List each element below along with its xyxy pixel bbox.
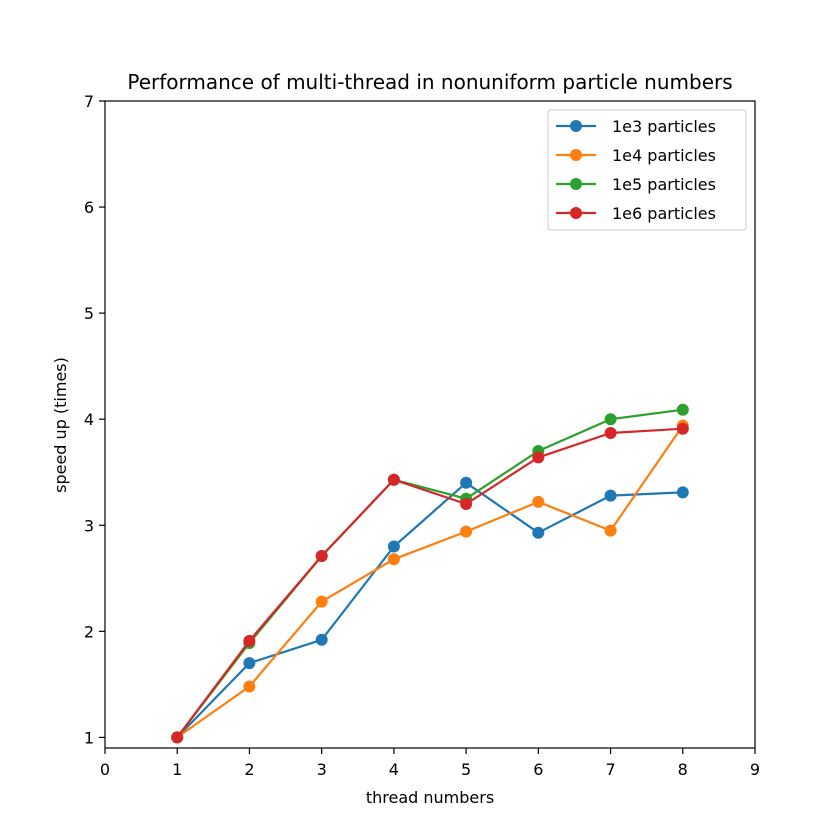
- legend: 1e3 particles 1e4 particles 1e5 particles 1…: [548, 110, 746, 230]
- legend-label: 1e5 particles: [612, 175, 716, 194]
- x-tick-label: 9: [750, 760, 760, 779]
- data-point: [388, 541, 400, 553]
- data-point: [677, 486, 689, 498]
- chart-title: Performance of multi-thread in nonunifor…: [127, 70, 732, 94]
- x-tick-label: 2: [244, 760, 254, 779]
- x-tick-label: 0: [100, 760, 110, 779]
- data-point: [460, 477, 472, 489]
- data-point: [532, 451, 544, 463]
- legend-marker: [570, 178, 582, 190]
- data-point: [460, 526, 472, 538]
- y-tick-label: 4: [84, 410, 94, 429]
- data-point: [460, 498, 472, 510]
- x-tick-label: 3: [317, 760, 327, 779]
- data-point: [677, 404, 689, 416]
- x-tick-label: 1: [172, 760, 182, 779]
- data-point: [243, 681, 255, 693]
- data-point: [316, 596, 328, 608]
- data-point: [532, 527, 544, 539]
- x-axis-label: thread numbers: [366, 788, 494, 807]
- y-tick-label: 1: [84, 728, 94, 747]
- y-tick-label: 7: [84, 92, 94, 111]
- x-tick-label: 7: [605, 760, 615, 779]
- legend-marker: [570, 120, 582, 132]
- data-point: [388, 553, 400, 565]
- y-tick-label: 2: [84, 622, 94, 641]
- x-tick-label: 5: [461, 760, 471, 779]
- data-point: [243, 657, 255, 669]
- data-point: [316, 550, 328, 562]
- y-tick-label: 5: [84, 304, 94, 323]
- y-tick-label: 6: [84, 198, 94, 217]
- y-axis-label: speed up (times): [51, 357, 70, 493]
- x-tick-label: 4: [389, 760, 399, 779]
- legend-marker: [570, 149, 582, 161]
- data-point: [532, 496, 544, 508]
- data-point: [605, 525, 617, 537]
- legend-label: 1e4 particles: [612, 146, 716, 165]
- legend-label: 1e3 particles: [612, 117, 716, 136]
- data-point: [316, 634, 328, 646]
- data-point: [677, 423, 689, 435]
- data-point: [171, 731, 183, 743]
- y-tick-label: 3: [84, 516, 94, 535]
- data-point: [605, 490, 617, 502]
- legend-marker: [570, 207, 582, 219]
- x-tick-label: 8: [678, 760, 688, 779]
- data-point: [605, 427, 617, 439]
- legend-label: 1e6 particles: [612, 204, 716, 223]
- data-point: [388, 474, 400, 486]
- x-tick-label: 6: [533, 760, 543, 779]
- data-point: [243, 635, 255, 647]
- data-point: [605, 413, 617, 425]
